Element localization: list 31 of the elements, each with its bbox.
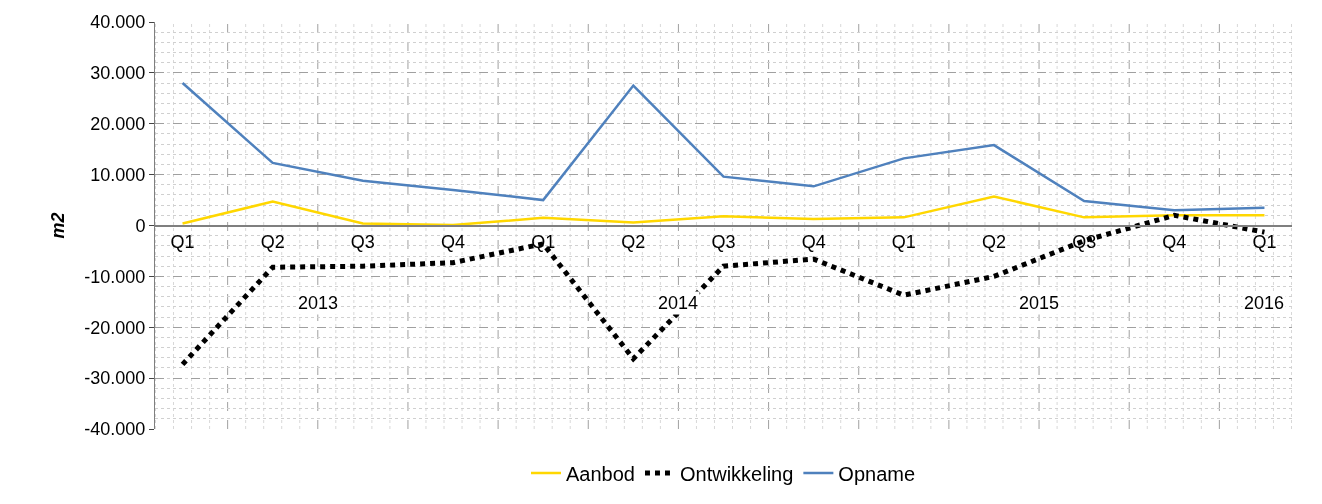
x-tick-label: Q4 [441, 232, 466, 253]
y-tick-label: 20.000 [90, 114, 146, 135]
x-tick-label: Q1 [170, 232, 195, 253]
y-tick-label: 30.000 [90, 63, 146, 84]
y-tick-label: 10.000 [90, 164, 146, 185]
x-tick-label: Q1 [1252, 232, 1277, 253]
x-tick-label: Q3 [350, 232, 375, 253]
x-tick-label: Q2 [981, 232, 1006, 253]
y-tick-label: -40.000 [84, 419, 146, 440]
legend-label: Opname [838, 462, 916, 485]
y-tick-label: 40.000 [90, 12, 146, 33]
annotation: 2016 [1244, 293, 1285, 313]
x-tick-label: Q4 [801, 232, 826, 253]
y-axis-title: m2 [47, 212, 68, 239]
y-tick-label: -20.000 [84, 317, 146, 338]
x-tick-label: Q3 [711, 232, 736, 253]
line-series [181, 195, 1266, 227]
annotation: 2013 [298, 293, 339, 313]
x-tick-label: Q2 [621, 232, 646, 253]
legend-label: Ontwikkeling [679, 462, 794, 485]
legend-label: Aanbod [566, 462, 635, 485]
y-tick-label: 0 [135, 215, 146, 236]
annotation: 2014 [658, 293, 699, 313]
annotation: 2015 [1019, 293, 1060, 313]
x-tick-label: Q2 [260, 232, 285, 253]
x-tick-label: Q1 [891, 232, 916, 253]
line-series [181, 81, 1266, 212]
x-tick-label: Q3 [1072, 232, 1097, 253]
y-tick-label: -10.000 [84, 266, 146, 287]
x-tick-label: Q4 [1162, 232, 1187, 253]
y-tick-label: -30.000 [84, 368, 146, 389]
